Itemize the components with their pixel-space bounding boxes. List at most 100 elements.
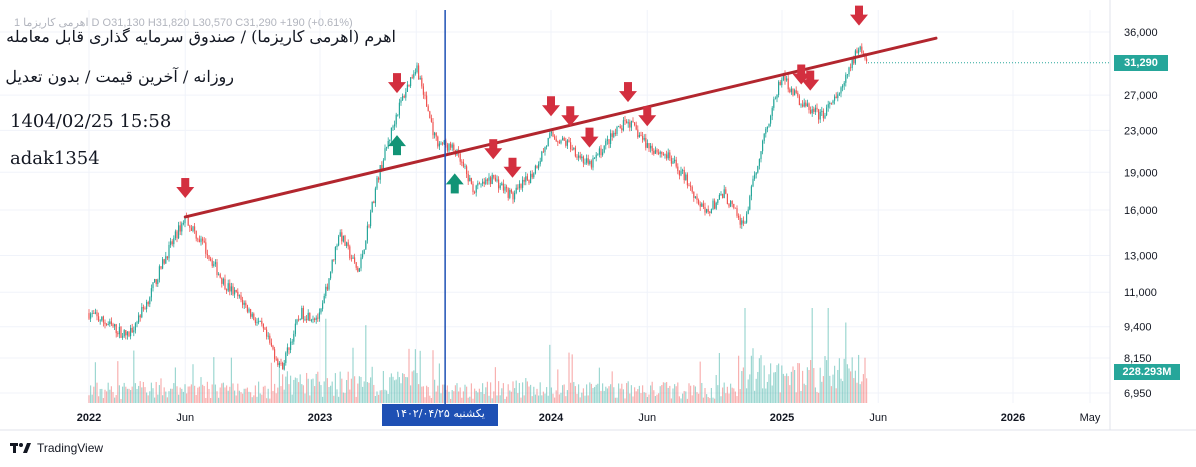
volume-bar	[232, 383, 234, 403]
candle-body	[142, 307, 144, 309]
volume-bar	[669, 385, 671, 403]
candle-body	[370, 212, 372, 227]
candle-body	[482, 181, 484, 184]
candle-body	[285, 352, 287, 363]
volume-bar	[280, 386, 282, 403]
candle-body	[614, 132, 616, 135]
volume-bar	[365, 325, 367, 403]
volume-bar	[106, 391, 108, 403]
volume-bar	[102, 398, 104, 403]
volume-bar	[752, 348, 754, 403]
candle-body	[757, 165, 759, 173]
candle-body	[416, 65, 418, 72]
candle-body	[536, 165, 538, 169]
candle-body	[462, 161, 464, 167]
candle-body	[798, 96, 800, 106]
candle-body	[813, 109, 815, 112]
volume-bar	[547, 395, 549, 403]
candle-body	[672, 161, 674, 164]
candle-body	[405, 91, 407, 98]
candle-body	[696, 196, 698, 201]
candle-body	[624, 120, 626, 122]
volume-bar	[845, 322, 847, 403]
candle-body	[754, 174, 756, 179]
volume-bar	[274, 383, 276, 403]
candle-body	[792, 88, 794, 96]
volume-bar	[384, 389, 386, 403]
chart-subtitle: روزانه / آخرین قیمت / بدون تعدیل	[5, 67, 234, 86]
candle-body	[294, 323, 296, 334]
volume-bar	[565, 396, 567, 403]
volume-bar	[621, 383, 623, 403]
candle-body	[510, 189, 512, 193]
volume-bar	[814, 387, 816, 403]
volume-bar	[261, 394, 263, 403]
volume-bar	[427, 387, 429, 403]
candle-body	[470, 177, 472, 184]
candle-body	[579, 155, 581, 159]
volume-bar	[387, 393, 389, 403]
volume-bar	[165, 391, 167, 403]
volume-bar	[166, 397, 168, 403]
candle-body	[520, 183, 522, 188]
volume-bar	[475, 390, 477, 403]
candle-body	[544, 146, 546, 152]
candle-body	[195, 230, 197, 239]
volume-bar	[469, 396, 471, 403]
volume-bar	[374, 396, 376, 403]
candle-body	[333, 259, 335, 261]
volume-bar	[603, 390, 605, 403]
candle-body	[336, 245, 338, 247]
candle-body	[136, 322, 138, 324]
volume-bar	[110, 386, 112, 403]
candle-body	[278, 362, 280, 365]
volume-bar	[624, 398, 626, 403]
candle-body	[174, 231, 176, 239]
volume-bar	[203, 386, 205, 403]
candle-body	[632, 120, 634, 123]
volume-bar	[136, 388, 138, 403]
volume-bar	[816, 391, 818, 403]
candle-body	[851, 58, 853, 68]
candle-body	[600, 148, 602, 156]
candle-body	[546, 146, 548, 147]
arrow-head	[801, 79, 820, 91]
volume-bar	[192, 364, 194, 403]
tradingview-brand[interactable]: TradingView	[10, 441, 103, 455]
candle-body	[429, 111, 431, 119]
volume-bar	[595, 384, 597, 403]
candle-body	[795, 90, 797, 93]
candle-body	[752, 178, 754, 187]
volume-bar	[493, 391, 495, 403]
volume-bar	[317, 371, 319, 403]
volume-bar	[131, 386, 133, 403]
candle-body	[392, 126, 394, 128]
volume-bar	[654, 395, 656, 403]
candle-body	[768, 123, 770, 127]
candle-body	[90, 313, 92, 319]
volume-bar	[352, 347, 354, 403]
volume-bar	[786, 373, 788, 403]
volume-bar	[774, 372, 776, 403]
volume-bar	[762, 388, 764, 403]
candle-body	[274, 349, 276, 359]
price-badge: 31,290	[1114, 55, 1168, 71]
volume-bar	[614, 397, 616, 403]
candle-body	[595, 154, 597, 158]
candle-body	[437, 136, 439, 147]
candle-body	[739, 217, 741, 225]
volume-bar	[123, 382, 125, 403]
volume-bar	[840, 378, 842, 403]
arrow-shaft	[489, 139, 498, 150]
candle-body	[390, 127, 392, 140]
volume-bar	[854, 370, 856, 403]
volume-bar	[467, 397, 469, 403]
candle-body	[395, 114, 397, 125]
candle-body	[328, 278, 330, 290]
volume-bar	[405, 376, 407, 403]
volume-bar	[144, 387, 146, 403]
volume-bar	[528, 386, 530, 403]
candle-body	[438, 143, 440, 147]
volume-bar	[610, 384, 612, 403]
